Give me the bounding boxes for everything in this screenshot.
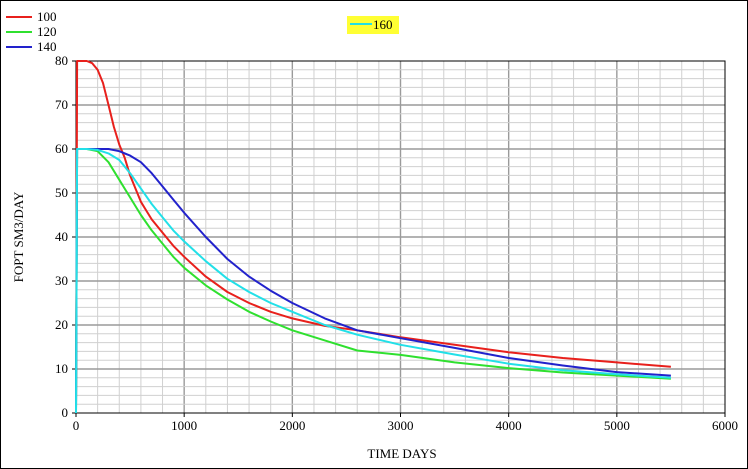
y-tick-label: 10 — [55, 361, 68, 376]
x-tick-label: 5000 — [604, 418, 630, 433]
y-tick-label: 70 — [55, 97, 68, 112]
y-tick-label: 0 — [62, 405, 69, 420]
x-axis-title: TIME DAYS — [367, 446, 436, 461]
y-tick-label: 30 — [55, 273, 68, 288]
y-tick-label: 50 — [55, 185, 68, 200]
x-tick-label: 6000 — [712, 418, 738, 433]
x-tick-label: 4000 — [496, 418, 522, 433]
axis-ticks: 0 1000 2000 3000 4000 5000 6000 0 10 20 30 40 50 60 70… — [55, 53, 738, 433]
y-axis-title: FOPT SM3/DAY — [11, 191, 26, 282]
legend-label-140: 140 — [37, 39, 57, 54]
series-lines — [75, 60, 671, 414]
legend-label-100: 100 — [37, 9, 57, 24]
y-tick-label: 20 — [55, 317, 68, 332]
x-tick-label: 3000 — [388, 418, 414, 433]
y-tick-label: 60 — [55, 141, 68, 156]
grid — [76, 61, 725, 413]
series-line-140 — [75, 148, 671, 414]
y-tick-label: 40 — [55, 229, 68, 244]
series-line-120 — [75, 148, 671, 414]
legend-label-160: 160 — [373, 17, 393, 32]
series-line-160 — [75, 148, 671, 414]
legend-highlight — [347, 16, 399, 34]
legend-label-120: 120 — [37, 24, 57, 39]
x-tick-label: 2000 — [279, 418, 305, 433]
y-tick-label: 80 — [55, 53, 68, 68]
x-tick-label: 0 — [73, 418, 80, 433]
x-tick-label: 1000 — [171, 418, 197, 433]
